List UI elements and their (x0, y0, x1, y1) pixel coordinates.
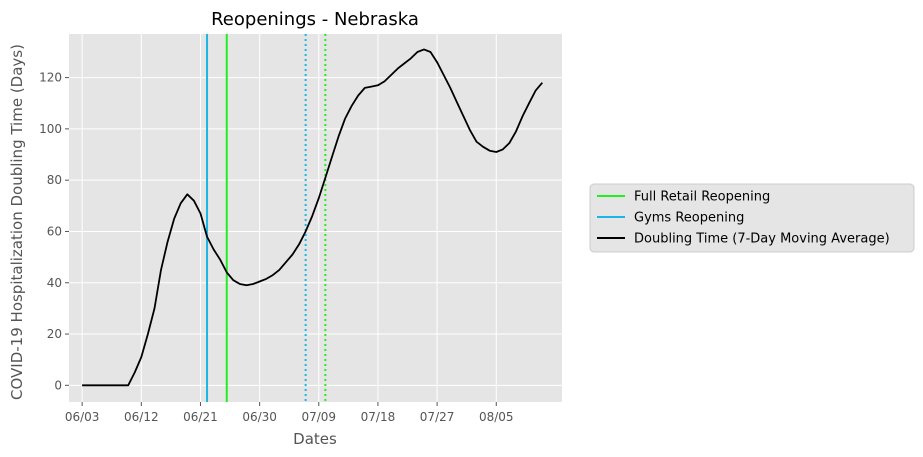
legend: Full Retail Reopening Gyms Reopening Doubl… (589, 183, 915, 253)
grid-lines (69, 34, 562, 402)
x-tick-label: 07/27 (420, 410, 455, 424)
x-tick-label: 07/18 (361, 410, 396, 424)
x-tick-label: 06/21 (183, 410, 218, 424)
y-tick-label: 80 (47, 173, 62, 187)
y-tick-label: 120 (39, 71, 62, 85)
chart-title: Reopenings - Nebraska (211, 9, 419, 30)
doubling-time-series-line (82, 48, 543, 387)
reopening-markers (206, 34, 327, 402)
legend-label: Full Retail Reopening (634, 190, 770, 205)
legend-label: Gyms Reopening (634, 211, 744, 226)
x-tick-label: 06/30 (242, 410, 277, 424)
y-tick-label: 20 (47, 327, 62, 341)
y-tick-label: 40 (47, 276, 62, 290)
tick-labels: 06/03 06/12 06/21 06/30 07/09 07/18 07/27 08/05… (39, 71, 513, 424)
legend-box (589, 183, 915, 253)
series-layer (82, 48, 543, 387)
y-tick-label: 0 (54, 378, 62, 392)
x-tick-label: 08/05 (479, 410, 514, 424)
y-tick-label: 100 (39, 122, 62, 136)
x-tick-label: 06/03 (65, 410, 100, 424)
y-axis-title: COVID-19 Hospitalization Doubling Time (… (8, 44, 26, 400)
x-axis-title: Dates (293, 430, 337, 448)
x-tick-label: 06/12 (124, 410, 159, 424)
plot-area (69, 34, 562, 402)
legend-label: Doubling Time (7-Day Moving Average) (634, 232, 890, 247)
y-tick-label: 60 (47, 224, 62, 238)
x-tick-label: 07/09 (301, 410, 336, 424)
